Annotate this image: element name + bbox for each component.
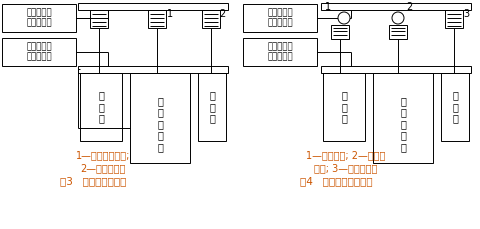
Text: 万
级
区: 万 级 区 bbox=[98, 90, 104, 124]
Bar bbox=[320, 66, 470, 73]
Bar bbox=[130, 73, 190, 163]
Text: 1: 1 bbox=[167, 9, 173, 19]
Bar bbox=[90, 10, 108, 28]
Bar bbox=[242, 38, 316, 66]
Bar bbox=[148, 10, 166, 28]
Text: 接组合式空
调器回风管: 接组合式空 调器回风管 bbox=[266, 42, 292, 62]
Bar bbox=[330, 25, 348, 39]
Text: 接组合式空
调器送风管: 接组合式空 调器送风管 bbox=[26, 8, 52, 28]
Text: 1: 1 bbox=[324, 2, 330, 12]
Bar bbox=[388, 25, 406, 39]
Text: 1—循环风机; 2—高效过: 1—循环风机; 2—高效过 bbox=[306, 150, 385, 160]
Bar bbox=[80, 73, 122, 141]
Text: 接组合式空
调器送风管: 接组合式空 调器送风管 bbox=[266, 8, 292, 28]
Bar bbox=[78, 66, 228, 73]
Text: 1—风机过滤单元;: 1—风机过滤单元; bbox=[76, 150, 130, 160]
Bar bbox=[2, 38, 76, 66]
Text: 滤器; 3—高效送风口: 滤器; 3—高效送风口 bbox=[313, 163, 377, 173]
Text: 2: 2 bbox=[218, 9, 225, 19]
Bar bbox=[323, 73, 364, 141]
Text: 局
部
百
级
区: 局 部 百 级 区 bbox=[399, 96, 405, 152]
Text: 万
级
区: 万 级 区 bbox=[340, 90, 346, 124]
Bar bbox=[440, 73, 468, 141]
Bar bbox=[444, 10, 462, 28]
Bar bbox=[202, 10, 219, 28]
Text: 万
级
区: 万 级 区 bbox=[451, 90, 457, 124]
Bar bbox=[372, 73, 432, 163]
Text: 2: 2 bbox=[405, 2, 411, 12]
Text: 图3   循环风处理简图: 图3 循环风处理简图 bbox=[60, 176, 126, 186]
Text: 3: 3 bbox=[462, 9, 468, 19]
Text: 万
级
区: 万 级 区 bbox=[209, 90, 215, 124]
Text: 图4   循环风机加压简图: 图4 循环风机加压简图 bbox=[299, 176, 372, 186]
Text: 局
部
百
级
区: 局 部 百 级 区 bbox=[157, 96, 163, 152]
Bar bbox=[242, 4, 316, 32]
Text: 2—高效送风口: 2—高效送风口 bbox=[80, 163, 125, 173]
Circle shape bbox=[337, 12, 349, 24]
Bar bbox=[78, 3, 228, 10]
Bar bbox=[198, 73, 226, 141]
Bar bbox=[2, 4, 76, 32]
Bar bbox=[320, 3, 470, 10]
Text: 接组合式空
调器回风管: 接组合式空 调器回风管 bbox=[26, 42, 52, 62]
Circle shape bbox=[391, 12, 403, 24]
